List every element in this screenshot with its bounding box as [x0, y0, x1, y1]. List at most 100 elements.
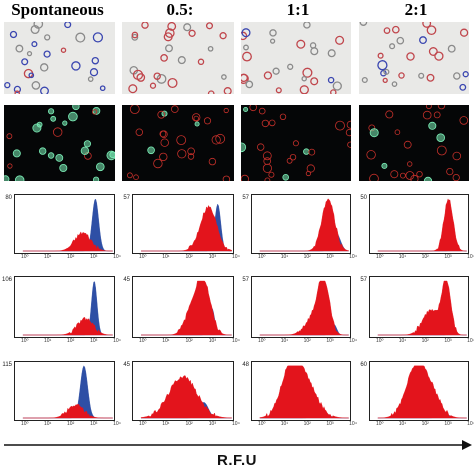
x-tick-label: 10³: [90, 421, 98, 427]
cell: [39, 63, 49, 72]
cell: [264, 177, 271, 181]
cell: [382, 77, 388, 84]
cell: [96, 162, 105, 172]
cell: [26, 50, 33, 57]
cell: [383, 68, 390, 75]
cell: [380, 69, 387, 77]
x-tick-label: 10⁴: [232, 338, 240, 344]
cell: [132, 69, 144, 81]
cell: [330, 89, 337, 94]
column-title-spontaneous: Spontaneous: [11, 0, 104, 19]
cell: [80, 146, 90, 155]
x-tick-label: 10⁴: [349, 338, 357, 344]
cell: [15, 44, 24, 53]
cell: [4, 175, 10, 181]
blue-population-histogram: [22, 281, 113, 336]
cell: [403, 140, 412, 149]
cell: [7, 163, 13, 169]
x-tick-label: 10²: [67, 254, 75, 260]
y-max-label: 48: [242, 362, 249, 368]
histogram-spontaneous-row-1: [14, 194, 115, 254]
cell: [426, 25, 437, 36]
cell: [345, 129, 351, 137]
x-tick-label: 10¹: [280, 254, 289, 260]
x-tick-label: 10¹: [280, 421, 289, 427]
cell: [32, 123, 42, 133]
brightfield-image-ratio-0-5: [122, 22, 234, 94]
cell: [160, 54, 168, 62]
x-tick-label: 10⁰: [376, 421, 384, 427]
cell: [92, 32, 104, 43]
y-max-label: 45: [123, 362, 130, 368]
cell: [275, 87, 282, 94]
cell: [269, 38, 276, 44]
cell: [91, 56, 100, 65]
cell: [303, 22, 311, 29]
cell: [366, 150, 376, 160]
cell: [416, 170, 423, 178]
cell: [286, 157, 293, 164]
fluorescence-image-ratio-0-5: [122, 105, 234, 181]
cell: [28, 72, 35, 79]
cell: [327, 49, 336, 58]
cell: [60, 47, 67, 53]
cell: [131, 31, 139, 39]
cell: [93, 176, 100, 181]
x-tick-label: 10¹: [398, 421, 407, 427]
cell: [153, 72, 161, 80]
cell: [459, 28, 469, 37]
y-max-label: 57: [242, 277, 249, 283]
cell: [170, 105, 179, 113]
cell: [309, 42, 317, 49]
cell: [241, 142, 247, 153]
x-tick-label: 10¹: [162, 421, 170, 427]
cell: [310, 77, 319, 86]
cell: [452, 174, 460, 181]
cell: [222, 175, 231, 181]
x-tick-label: 10³: [326, 338, 334, 344]
x-tick-label: 10⁴: [467, 338, 474, 344]
fluorescence-image-ratio-2-1: [359, 105, 469, 181]
x-tick-label: 10⁴: [467, 421, 474, 427]
cell: [459, 116, 469, 125]
cell: [262, 163, 273, 173]
x-tick-label: 10⁴: [232, 421, 240, 427]
cell: [335, 35, 345, 45]
cell: [129, 105, 140, 114]
cell: [346, 120, 351, 129]
cell: [308, 148, 316, 156]
x-tick-label: 10¹: [398, 254, 407, 260]
x-tick-label: 10⁴: [349, 254, 357, 260]
histogram-ratio-2-1-row-1: [369, 194, 469, 254]
cell: [241, 73, 249, 84]
x-tick-label: 10³: [444, 338, 452, 344]
x-tick-label: 10¹: [162, 338, 170, 344]
cell: [219, 32, 227, 40]
cell: [62, 120, 68, 126]
cell: [301, 75, 307, 82]
cell: [272, 67, 280, 75]
cell: [447, 44, 456, 53]
cell: [92, 109, 98, 115]
x-tick-label: 10¹: [44, 421, 52, 427]
blue-population-histogram: [22, 198, 113, 252]
cell: [296, 39, 306, 49]
x-tick-label: 10³: [208, 338, 216, 344]
y-max-label: 57: [242, 195, 249, 201]
cell: [241, 28, 251, 38]
y-max-label: 115: [2, 362, 12, 368]
x-tick-label: 10¹: [44, 254, 52, 260]
cell: [9, 30, 18, 39]
cell: [205, 22, 214, 30]
rfu-axis-arrow: [4, 440, 472, 450]
brightfield-image-spontaneous: [4, 22, 115, 94]
cell: [459, 83, 467, 91]
cell: [40, 86, 49, 94]
cell: [135, 128, 143, 136]
cell: [59, 164, 68, 173]
cell: [310, 47, 319, 56]
cell: [292, 140, 299, 147]
x-tick-label: 10³: [326, 254, 334, 260]
cell: [377, 52, 384, 59]
x-tick-label: 10⁰: [21, 338, 29, 344]
